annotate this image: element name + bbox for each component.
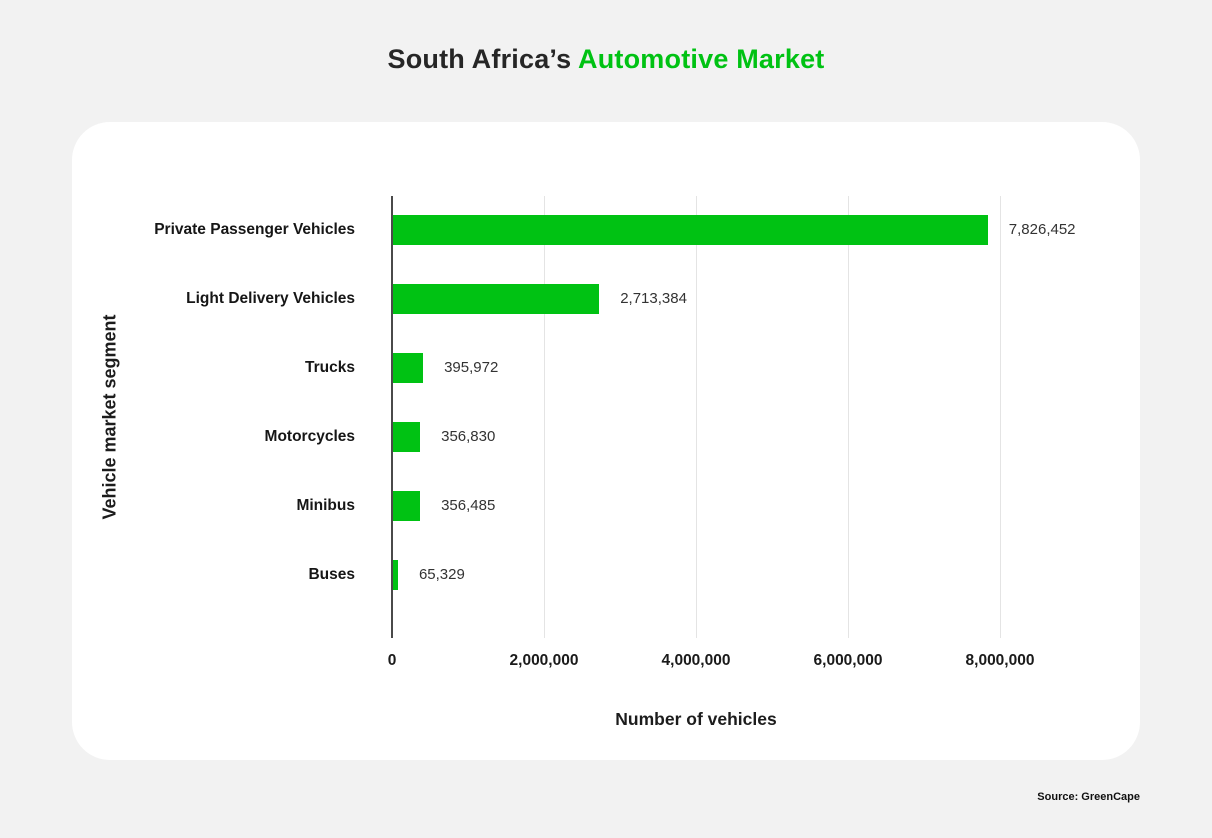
category-label: Buses [308,566,355,583]
x-tick-label: 8,000,000 [965,652,1035,669]
bar-minibus [393,491,421,521]
bar-trucks [393,353,424,383]
x-gridline [696,196,697,638]
x-axis-title: Number of vehicles [615,709,777,729]
source-credit: Source: GreenCape [1037,791,1140,803]
value-label: 356,830 [441,428,496,445]
y-axis-line [391,196,393,638]
chart-title-highlight: Automotive Market [578,44,825,74]
category-label: Motorcycles [264,428,355,445]
x-tick-label: 4,000,000 [661,652,731,669]
x-tick-label: 0 [387,652,397,669]
bar-private-passenger-vehicles [393,215,988,245]
value-label: 395,972 [444,359,499,376]
plot-area: 0 2,000,000 4,000,000 6,000,000 8,000,000 Pri… [72,122,1140,760]
x-gridline [544,196,545,638]
x-gridline [1000,196,1001,638]
category-label: Minibus [296,497,355,514]
category-label: Trucks [305,359,355,376]
category-label: Light Delivery Vehicles [186,290,355,307]
value-label: 7,826,452 [1008,221,1076,238]
bar-light-delivery-vehicles [393,284,600,314]
bar-buses [393,560,398,590]
value-label: 356,485 [441,497,496,514]
category-label: Private Passenger Vehicles [154,221,355,238]
x-tick-label: 6,000,000 [813,652,883,669]
x-gridline [848,196,849,638]
x-tick-label: 2,000,000 [509,652,579,669]
value-label: 2,713,384 [620,290,687,307]
chart-title: South Africa’s Automotive Market [0,44,1212,75]
bar-motorcycles [393,422,421,452]
chart-title-prefix: South Africa’s [387,44,579,74]
chart-card: Vehicle market segment 0 2,000,000 4,000,0… [72,122,1140,760]
value-label: 65,329 [418,566,465,583]
